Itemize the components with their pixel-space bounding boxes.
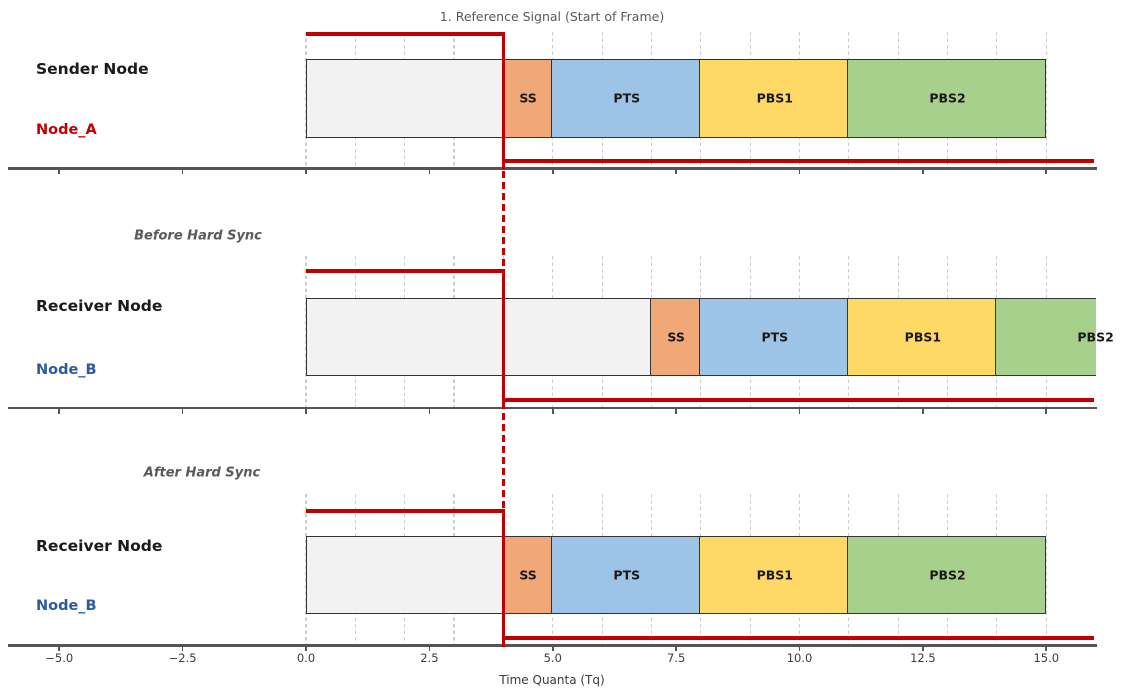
segment-pts: [551, 536, 701, 614]
node-title: Receiver Node: [36, 297, 163, 315]
axis-tick: [428, 409, 431, 414]
segment-pbs2: [847, 58, 1047, 138]
segment-label: PBS1: [756, 90, 794, 106]
node-name: Node_B: [36, 362, 97, 378]
x-axis-spine: [8, 167, 1097, 170]
x-tick-label: 5.0: [543, 651, 562, 665]
segment-label: SS: [519, 90, 537, 106]
axis-tick: [181, 169, 184, 175]
axis-tick: [1045, 646, 1048, 652]
node-title: Receiver Node: [36, 537, 163, 555]
axis-tick: [922, 169, 924, 175]
segment-label: PTS: [613, 90, 641, 106]
x-tick-label: 15.0: [1033, 651, 1060, 665]
axis-tick: [58, 169, 61, 175]
axis-tick: [675, 169, 677, 175]
axis-tick: [551, 646, 554, 652]
bar-clip-layer: [306, 58, 1096, 614]
segment-label: SS: [519, 567, 537, 583]
gridline: [305, 256, 307, 407]
axis-tick: [798, 169, 801, 175]
segment-idle: [306, 536, 504, 614]
segment-pbs1: [699, 536, 849, 614]
segment-pbs2: [995, 297, 1096, 376]
reference-signal-high: [306, 32, 506, 36]
sync-annotation: After Hard Sync: [143, 465, 261, 481]
segment-idle: [306, 297, 652, 376]
reference-signal-drop: [501, 509, 506, 647]
segment-label: PTS: [761, 329, 789, 345]
segment-ss: [501, 58, 553, 138]
reference-signal-high: [306, 509, 506, 513]
axis-tick: [305, 409, 307, 414]
node-title: Sender Node: [36, 60, 149, 78]
gridline: [305, 494, 307, 644]
segment-pts: [551, 58, 701, 138]
gridline: [305, 32, 307, 168]
x-tick-label: 10.0: [786, 651, 813, 665]
axis-tick: [675, 409, 677, 414]
segment-idle: [306, 58, 504, 138]
figure-title: 1. Reference Signal (Start of Frame): [439, 9, 665, 24]
segment-pbs1: [699, 58, 849, 138]
x-tick-label: 12.5: [910, 651, 936, 665]
axis-tick: [428, 169, 431, 175]
reference-signal-low: [501, 398, 1094, 402]
reference-signal-drop: [501, 32, 506, 170]
x-tick-label: −2.5: [168, 651, 197, 665]
x-axis-label: Time Quanta (Tq): [499, 673, 605, 687]
axis-tick: [922, 409, 924, 414]
segment-label: PBS1: [756, 567, 794, 583]
segment-pbs2: [847, 536, 1047, 614]
axis-tick: [181, 409, 184, 414]
axis-tick: [922, 646, 924, 652]
axis-tick: [798, 646, 801, 652]
axis-tick: [551, 409, 554, 414]
segment-pts: [699, 297, 849, 376]
x-tick-label: 2.5: [420, 651, 439, 665]
reference-signal-low: [501, 159, 1094, 163]
axis-tick: [305, 169, 307, 175]
segment-label: PBS1: [904, 329, 942, 345]
segment-label: PBS2: [929, 567, 966, 583]
x-tick-label: 7.5: [666, 651, 686, 665]
reference-signal-drop: [501, 269, 506, 410]
node-name: Node_A: [36, 122, 97, 138]
axis-tick: [58, 409, 61, 414]
reference-signal-high: [306, 269, 506, 273]
axis-tick: [1045, 409, 1048, 414]
axis-tick: [1045, 169, 1048, 175]
segment-label: PBS2: [929, 90, 966, 106]
axis-tick: [428, 646, 431, 652]
segment-label: PBS2: [1077, 329, 1114, 345]
node-name: Node_B: [36, 598, 97, 614]
segment-label: PTS: [613, 567, 641, 583]
axis-tick: [305, 646, 307, 652]
x-tick-label: 0.0: [296, 651, 316, 665]
x-tick-label: −5.0: [45, 651, 74, 665]
axis-tick: [551, 169, 554, 175]
x-axis-spine: [8, 644, 1097, 647]
segment-label: SS: [667, 329, 685, 345]
axis-tick: [58, 646, 61, 652]
axis-tick: [675, 646, 677, 652]
sync-annotation: Before Hard Sync: [134, 228, 262, 244]
axis-tick: [181, 646, 184, 652]
reference-signal-low: [501, 636, 1094, 640]
axis-tick: [798, 409, 801, 414]
x-axis-spine: [8, 406, 1097, 410]
